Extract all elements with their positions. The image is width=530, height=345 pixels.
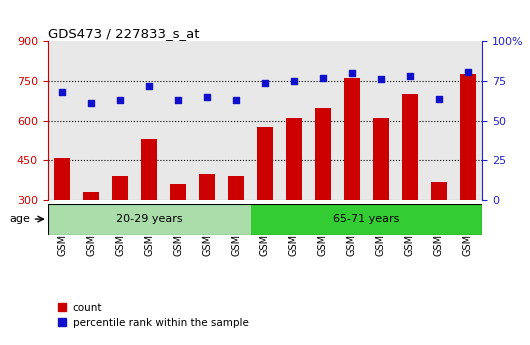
Point [203,94,211,100]
Text: GDS473 / 227833_s_at: GDS473 / 227833_s_at [48,27,199,40]
Bar [228,176,244,200]
Point [464,69,472,74]
Bar [141,139,157,200]
Bar [286,118,302,200]
Point [377,77,385,82]
Bar [315,108,331,200]
Bar [54,158,70,200]
Point [435,96,443,101]
Point [405,73,414,79]
Point [87,100,95,106]
Bar [373,118,389,200]
Bar [112,176,128,200]
Bar [199,174,215,200]
Bar [257,127,273,200]
Legend: count, percentile rank within the sample: count, percentile rank within the sample [53,298,253,332]
Point [174,97,182,103]
Bar [251,204,482,235]
Bar [83,192,99,200]
Point [116,97,125,103]
Bar [170,184,186,200]
Bar [402,94,418,200]
Point [261,80,269,86]
Point [58,89,66,95]
Point [290,78,298,84]
Point [319,75,327,81]
Bar [344,78,360,200]
Text: age: age [10,214,30,224]
Bar [460,75,476,200]
Point [348,70,356,76]
Point [232,97,240,103]
Text: 65-71 years: 65-71 years [333,214,400,224]
Point [145,83,153,89]
Bar [431,181,447,200]
Bar [48,204,251,235]
Text: 20-29 years: 20-29 years [116,214,182,224]
